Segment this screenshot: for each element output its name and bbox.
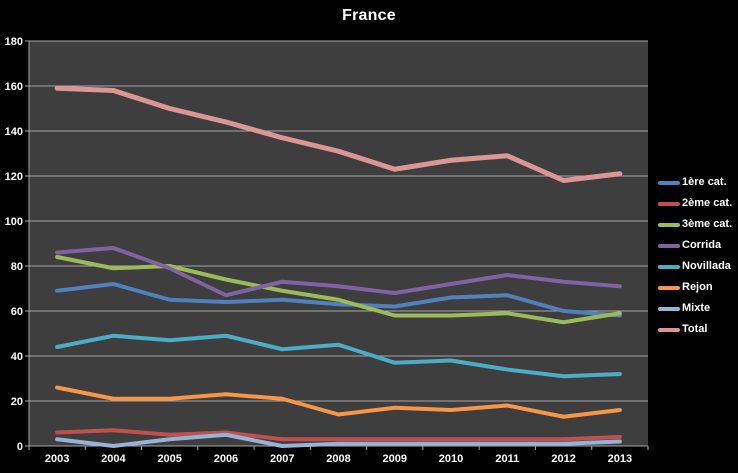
legend-item-1ere-cat: 1ère cat.	[658, 172, 738, 193]
x-tick-label: 2006	[214, 453, 238, 465]
legend-swatch-novillada	[658, 264, 680, 269]
x-tick-label: 2005	[157, 453, 181, 465]
legend-item-3eme-cat: 3ème cat.	[658, 214, 738, 235]
x-tick-label: 2004	[101, 453, 126, 465]
legend-label-corrida: Corrida	[682, 239, 722, 251]
legend-label-total: Total	[682, 323, 708, 335]
y-tick-label: 20	[11, 396, 23, 408]
legend: 1ère cat. 2ème cat. 3ème cat. Corrida Novill…	[658, 172, 738, 340]
legend-swatch-1ere-cat	[658, 180, 680, 185]
legend-swatch-3eme-cat	[658, 222, 680, 227]
legend-item-mixte: Mixte	[658, 298, 738, 319]
legend-item-total: Total	[658, 319, 738, 340]
legend-label-2eme-cat: 2ème cat.	[682, 197, 733, 209]
legend-swatch-rejon	[658, 285, 680, 290]
x-tick-label: 2011	[495, 453, 519, 465]
series-line-novillada	[55, 333, 622, 379]
y-tick-label: 40	[11, 351, 23, 363]
x-tick-label: 2012	[551, 453, 575, 465]
y-axis-labels: 0 20 40 60 80 100 120 140 160 180	[5, 36, 29, 453]
x-tick-label: 2008	[326, 453, 350, 465]
x-tick-label: 2009	[383, 453, 407, 465]
x-axis-labels: 2003 2004 2005 2006 2007 2008 2009 2010 2011 2012…	[28, 446, 649, 465]
series-line-corrida	[55, 246, 622, 298]
y-tick-label: 80	[11, 261, 23, 273]
series-line-total	[54, 85, 623, 183]
legend-item-corrida: Corrida	[658, 235, 738, 256]
plot-background	[29, 41, 648, 446]
legend-label-mixte: Mixte	[682, 302, 711, 314]
legend-item-2eme-cat: 2ème cat.	[658, 193, 738, 214]
legend-swatch-corrida	[658, 243, 680, 248]
y-tick-label: 0	[17, 441, 23, 453]
y-tick-label: 120	[5, 171, 23, 183]
y-tick-label: 100	[5, 216, 23, 228]
y-tick-label: 60	[11, 306, 23, 318]
series-line-3eme-cat	[55, 255, 622, 325]
legend-item-rejon: Rejon	[658, 277, 738, 298]
legend-label-3eme-cat: 3ème cat.	[682, 218, 733, 230]
legend-label-1ere-cat: 1ère cat.	[682, 176, 727, 188]
series-line-mixte	[55, 432, 622, 448]
legend-swatch-mixte	[658, 306, 680, 311]
series-line-1ere-cat	[55, 282, 622, 318]
legend-swatch-2eme-cat	[658, 201, 680, 206]
y-tick-label: 180	[5, 36, 23, 48]
x-tick-label: 2013	[608, 453, 632, 465]
legend-item-novillada: Novillada	[658, 256, 738, 277]
chart-title: France	[342, 7, 396, 24]
y-tick-label: 140	[5, 126, 23, 138]
legend-swatch-total	[658, 327, 680, 332]
y-tick-label: 160	[5, 81, 23, 93]
series-line-2eme-cat	[55, 428, 622, 442]
legend-label-rejon: Rejon	[682, 281, 713, 293]
legend-label-novillada: Novillada	[682, 260, 731, 272]
series-lines	[54, 85, 623, 448]
series-line-rejon	[55, 385, 622, 419]
x-tick-label: 2003	[45, 453, 69, 465]
x-tick-label: 2007	[270, 453, 294, 465]
gridlines	[29, 40, 648, 447]
x-tick-label: 2010	[439, 453, 463, 465]
